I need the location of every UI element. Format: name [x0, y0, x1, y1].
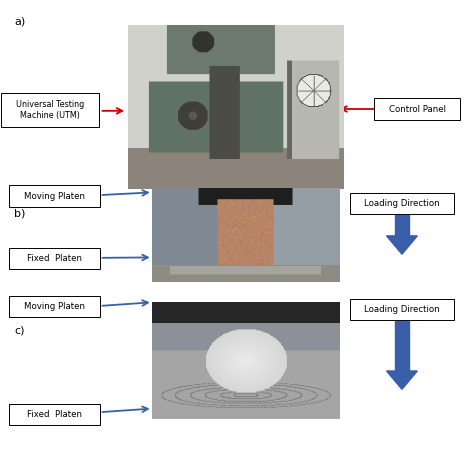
Bar [395, 318, 409, 371]
Text: Universal Testing
Machine (UTM): Universal Testing Machine (UTM) [16, 100, 84, 120]
FancyBboxPatch shape [374, 98, 460, 120]
FancyBboxPatch shape [9, 296, 100, 317]
Text: Fixed  Platen: Fixed Platen [27, 410, 82, 419]
Text: Moving Platen: Moving Platen [24, 191, 85, 201]
FancyBboxPatch shape [349, 193, 454, 214]
Text: Control Panel: Control Panel [389, 104, 446, 114]
FancyBboxPatch shape [9, 404, 100, 425]
Text: Fixed  Platen: Fixed Platen [27, 254, 82, 263]
FancyBboxPatch shape [349, 299, 454, 320]
Polygon shape [387, 371, 417, 389]
FancyBboxPatch shape [9, 185, 100, 207]
Text: a): a) [14, 16, 26, 26]
FancyBboxPatch shape [1, 93, 99, 127]
Bar [395, 213, 409, 236]
Text: Loading Direction: Loading Direction [364, 199, 440, 208]
Text: Moving Platen: Moving Platen [24, 302, 85, 311]
FancyBboxPatch shape [9, 248, 100, 269]
Text: Loading Direction: Loading Direction [364, 305, 440, 314]
Text: c): c) [14, 325, 25, 335]
Polygon shape [387, 236, 417, 254]
Text: b): b) [14, 208, 26, 218]
